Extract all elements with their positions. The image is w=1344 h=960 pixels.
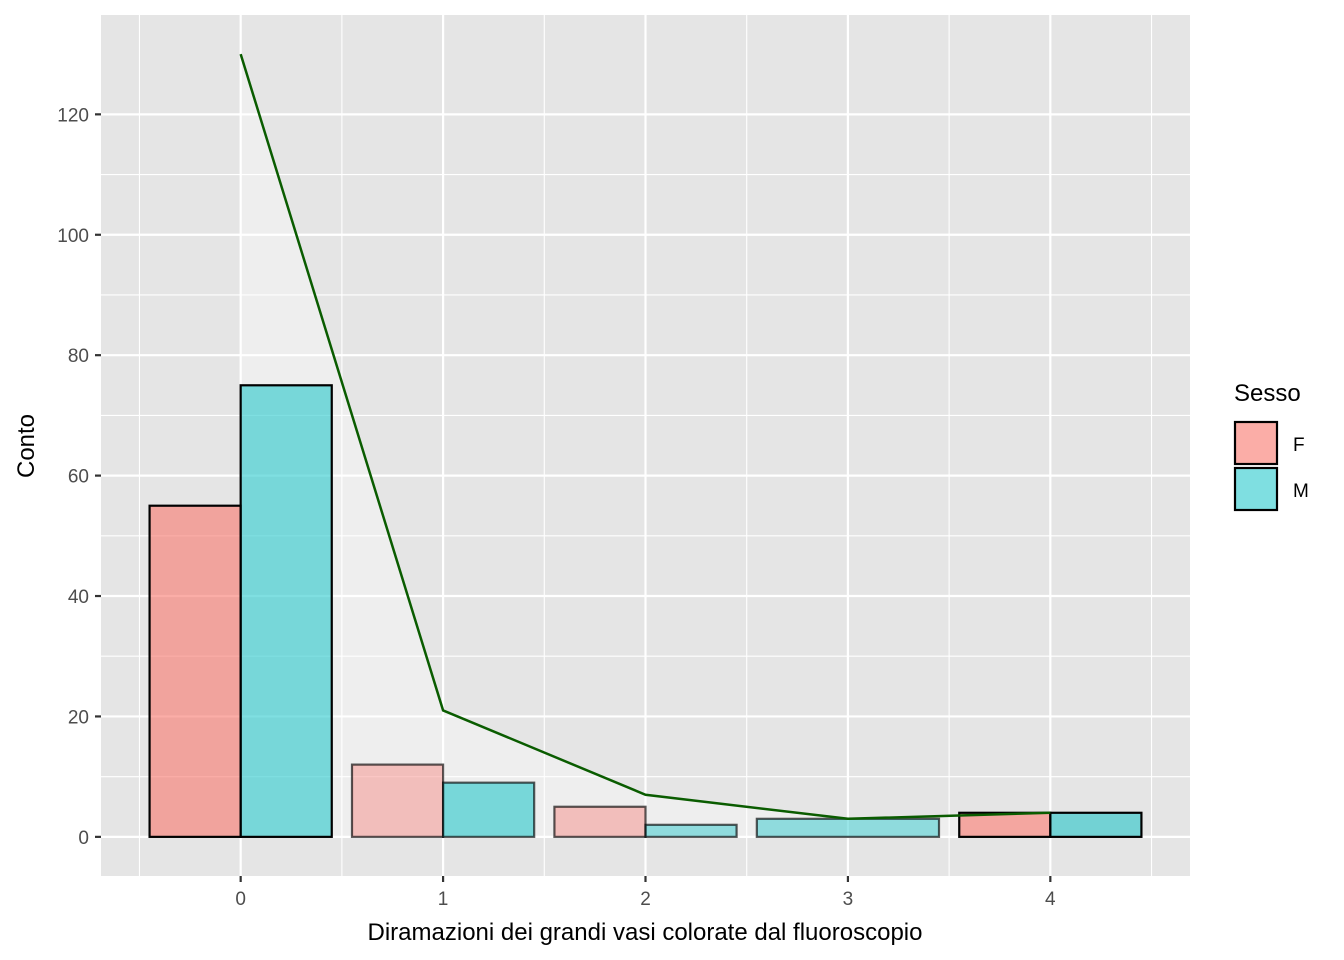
bars (148, 384, 1143, 838)
bar-m-3 (755, 817, 941, 838)
y-tick-label: 100 (57, 226, 89, 247)
x-tick-label: 4 (1045, 889, 1056, 910)
bar-m-4 (1049, 811, 1143, 838)
y-tick-label: 60 (68, 467, 89, 488)
legend-label-f: F (1293, 435, 1305, 456)
bar-m-0 (239, 384, 333, 838)
legend-key-f (1233, 420, 1279, 466)
bar-f-4 (958, 811, 1052, 838)
bar-m-1 (441, 781, 536, 838)
y-axis-title: Conto (13, 414, 40, 478)
legend: Sesso F M (1233, 380, 1309, 512)
x-tick-label: 2 (640, 889, 651, 910)
x-tick-label: 1 (438, 889, 449, 910)
y-axis: 0 20 40 60 80 100 120 (57, 105, 101, 849)
bar-f-2 (553, 805, 647, 838)
x-axis: 0 1 2 3 4 (235, 876, 1056, 910)
total-line (239, 53, 1051, 821)
legend-key-m (1233, 466, 1279, 512)
legend-label-m: M (1293, 481, 1309, 502)
y-tick-label: 20 (68, 707, 89, 728)
bar-f-0 (148, 504, 242, 838)
y-tick-label: 120 (57, 105, 89, 126)
x-tick-label: 0 (235, 889, 246, 910)
x-tick-label: 3 (843, 889, 854, 910)
legend-title: Sesso (1234, 380, 1301, 407)
y-tick-label: 0 (78, 828, 89, 849)
bar-f-1 (350, 763, 445, 838)
x-axis-title: Diramazioni dei grandi vasi colorate dal… (368, 919, 923, 946)
bar-m-2 (644, 823, 738, 838)
y-tick-label: 80 (68, 346, 89, 367)
y-tick-label: 40 (68, 587, 89, 608)
